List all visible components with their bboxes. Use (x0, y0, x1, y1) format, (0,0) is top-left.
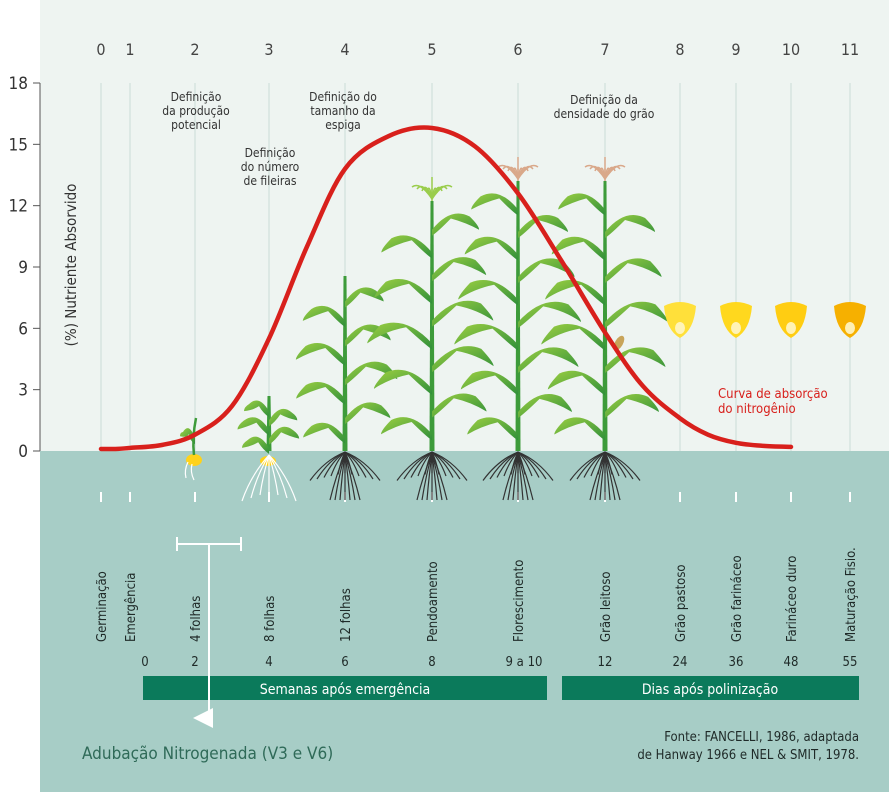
annotation-0-line-0: Definição (171, 90, 222, 104)
plant-illustrations (180, 157, 866, 502)
annotation-2-line-2: espiga (325, 118, 361, 132)
annotation-0-line-1: da produção (162, 104, 230, 118)
annotation-1-line-2: de fileiras (243, 174, 296, 188)
stage-number-3: 3 (264, 40, 273, 59)
time-value-3: 6 (341, 655, 348, 670)
plant-4 (454, 157, 582, 501)
stage-number-0: 0 (96, 40, 105, 59)
time-value-4: 8 (428, 655, 435, 670)
stage-name-0: Germinação (95, 571, 110, 642)
plot-background (40, 0, 889, 451)
annotation-2-line-0: Definição do (309, 90, 377, 104)
plant-1-roots (241, 454, 297, 502)
stage-number-labels: 0 1 2 3 4 5 6 7 8 9 10 11 (96, 40, 859, 59)
stage-name-10: Farináceo duro (785, 556, 800, 642)
source-line-2: de Hanway 1966 e NEL & SMIT, 1978. (637, 748, 859, 763)
time-value-1: 2 (191, 655, 198, 670)
stage-number-8: 8 (675, 40, 684, 59)
annotation-2-line-1: tamanho da (310, 104, 375, 118)
stage-name-2: 4 folhas (189, 596, 204, 642)
stage-name-5: Pendoamento (426, 561, 441, 642)
curve-legend-line-2: do nitrogênio (718, 402, 796, 417)
plant-3 (367, 177, 494, 501)
annotation-1-line-0: Definição (245, 146, 296, 160)
weeks-band (143, 676, 547, 700)
y-tick-label-4: 12 (9, 197, 28, 217)
stage-number-6: 6 (513, 40, 522, 59)
stage-name-7: Grão leitoso (599, 571, 614, 642)
plant-1 (237, 396, 300, 454)
stage-number-9: 9 (731, 40, 740, 59)
fertilization-bracket (176, 537, 242, 728)
grain-1 (720, 302, 752, 338)
y-tick-label-5: 15 (9, 135, 28, 155)
days-band (562, 676, 859, 700)
stage-name-8: Grão pastoso (674, 564, 689, 642)
stage-name-11: Maturação Fisio. (844, 547, 859, 642)
stage-number-10: 10 (782, 40, 800, 59)
series-line-0 (98, 125, 794, 452)
y-axis: 0 3 6 9 12 15 18 (9, 74, 41, 462)
time-value-2: 4 (265, 655, 272, 670)
stage-name-1: Emergência (124, 573, 139, 642)
time-value-0: 0 (141, 655, 148, 670)
annotation-3-line-1: densidade do grão (554, 107, 655, 121)
y-axis-label: (%) Nutriente Absorvido (62, 184, 80, 347)
grain-0 (664, 302, 696, 338)
stage-number-5: 5 (427, 40, 436, 59)
annotation-1-line-1: do número (241, 160, 300, 174)
time-value-10: 55 (843, 655, 858, 670)
stage-name-6: Florescimento (512, 560, 527, 642)
grain-2 (775, 302, 807, 338)
source-line-1: Fonte: FANCELLI, 1986, adaptada (664, 730, 859, 745)
y-tick-label-0: 0 (18, 442, 28, 462)
time-value-9: 48 (784, 655, 799, 670)
annotation-0-line-2: potencial (171, 118, 221, 132)
plant-5 (541, 157, 669, 501)
weeks-band-label: Semanas após emergência (260, 682, 431, 698)
time-value-6: 12 (598, 655, 613, 670)
stage-name-3: 8 folhas (263, 596, 278, 642)
stage-name-9: Grão farináceo (730, 555, 745, 642)
days-band-label: Dias após polinização (642, 682, 779, 698)
y-tick-label-2: 6 (18, 319, 28, 339)
stage-names: Germinação Emergência 4 folhas 8 folhas 12 f… (95, 547, 859, 642)
y-tick-label-1: 3 (18, 381, 28, 401)
time-value-8: 36 (729, 655, 744, 670)
curve-layer (98, 125, 794, 452)
stages-background (40, 451, 889, 792)
plant-seedling (180, 417, 202, 481)
annotation-3-line-0: Definição da (570, 93, 638, 107)
stage-number-1: 1 (125, 40, 134, 59)
stage-name-4: 12 folhas (339, 588, 354, 642)
curve-legend-line-1: Curva de absorção (718, 387, 828, 402)
y-tick-label-3: 9 (18, 258, 28, 278)
stage-number-4: 4 (340, 40, 349, 59)
stage-number-2: 2 (190, 40, 199, 59)
fertilization-label: Adubação Nitrogenada (V3 e V6) (82, 744, 333, 764)
plant-2 (295, 276, 398, 501)
time-value-7: 24 (673, 655, 688, 670)
stage-number-11: 11 (841, 40, 859, 59)
time-value-5: 9 a 10 (506, 655, 543, 670)
stage-number-7: 7 (600, 40, 609, 59)
y-tick-label-6: 18 (9, 74, 28, 94)
grain-3 (834, 302, 866, 338)
